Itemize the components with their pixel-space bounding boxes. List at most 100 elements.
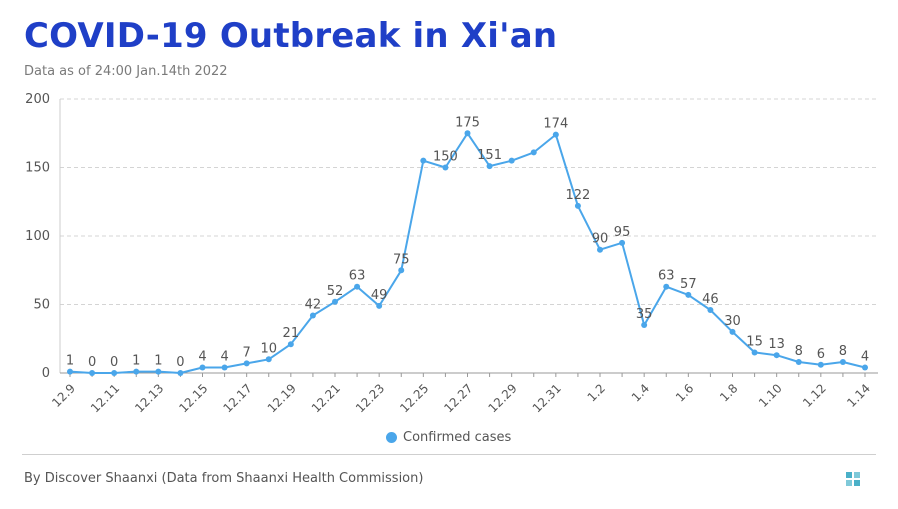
data-label: 63 xyxy=(658,269,675,284)
data-label: 57 xyxy=(680,277,697,292)
data-label: 49 xyxy=(371,288,388,303)
data-label: 15 xyxy=(746,334,763,349)
data-point xyxy=(619,239,626,246)
y-tick-label: 50 xyxy=(33,298,50,313)
data-label: 122 xyxy=(566,188,591,203)
x-tick-label: 1.14 xyxy=(844,381,873,410)
data-label: 7 xyxy=(243,345,251,360)
data-label: 8 xyxy=(839,344,847,359)
chart-title: COVID-19 Outbreak in Xi'an xyxy=(24,16,558,56)
data-point xyxy=(795,359,802,366)
data-point xyxy=(287,341,294,348)
data-label: 175 xyxy=(455,115,480,130)
data-point xyxy=(552,131,559,138)
data-label: 90 xyxy=(592,232,609,247)
y-tick-label: 150 xyxy=(25,161,50,176)
data-label: 4 xyxy=(861,350,869,365)
y-tick-label: 100 xyxy=(25,229,50,244)
x-tick-label: 1.6 xyxy=(673,381,696,404)
legend[interactable]: Confirmed cases xyxy=(386,430,511,445)
x-tick-label: 1.8 xyxy=(717,381,740,404)
x-tick-label: 12.11 xyxy=(88,381,122,415)
grid-lines xyxy=(60,98,878,305)
x-tick-label: 12.17 xyxy=(221,381,255,415)
data-point xyxy=(398,267,405,274)
data-label: 0 xyxy=(176,355,184,370)
data-point xyxy=(243,360,250,367)
data-label: 52 xyxy=(327,284,344,299)
x-tick-label: 12.29 xyxy=(486,381,520,415)
data-label: 151 xyxy=(477,148,502,163)
data-point xyxy=(354,283,361,290)
legend-label: Confirmed cases xyxy=(403,430,512,445)
data-point xyxy=(817,361,824,368)
x-tick-label: 12.9 xyxy=(49,381,78,410)
data-label: 1 xyxy=(132,354,140,369)
data-point xyxy=(442,164,449,171)
divider xyxy=(22,454,876,455)
data-point xyxy=(486,163,493,170)
data-point xyxy=(597,246,603,253)
data-point xyxy=(332,298,338,305)
data-point xyxy=(729,328,736,335)
data-point xyxy=(663,283,670,290)
y-tick-label: 200 xyxy=(25,92,50,107)
data-label: 75 xyxy=(393,252,410,267)
data-point xyxy=(641,322,648,329)
data-point xyxy=(177,370,184,376)
data-point xyxy=(155,368,162,375)
data-point xyxy=(309,312,316,319)
data-point xyxy=(199,364,206,371)
x-tick-label: 12.15 xyxy=(176,381,210,415)
data-label: 8 xyxy=(795,344,803,359)
data-label: 0 xyxy=(110,355,118,370)
data-point xyxy=(464,130,471,137)
x-tick-label: 1.2 xyxy=(585,381,608,404)
x-tick-label: 12.23 xyxy=(353,381,387,415)
data-point xyxy=(530,149,537,156)
data-label: 21 xyxy=(283,326,300,341)
data-label: 1 xyxy=(154,354,162,369)
data-point xyxy=(67,368,73,375)
data-label: 174 xyxy=(543,117,568,132)
data-labels: 1 0 0 1 1 0 4 4 7 1021425263497515017515117412290… xyxy=(66,115,869,370)
data-label: 0 xyxy=(88,355,96,370)
data-point xyxy=(862,364,868,371)
data-label: 6 xyxy=(817,347,825,362)
data-point xyxy=(265,356,272,363)
data-point xyxy=(420,157,427,164)
data-point xyxy=(508,157,515,164)
data-label: 63 xyxy=(349,269,366,284)
x-tick-label: 12.19 xyxy=(265,381,299,415)
data-label: 4 xyxy=(220,350,228,365)
data-label: 30 xyxy=(724,314,741,329)
data-label: 13 xyxy=(768,337,785,352)
x-tick-label: 1.12 xyxy=(800,381,829,410)
data-label: 46 xyxy=(702,292,719,307)
x-tick-label: 12.13 xyxy=(132,381,166,415)
data-point xyxy=(574,202,581,209)
data-label: 42 xyxy=(305,297,322,312)
data-point xyxy=(89,370,96,376)
data-label: 95 xyxy=(614,225,631,240)
data-point xyxy=(376,302,383,309)
data-point xyxy=(773,352,780,359)
data-point xyxy=(685,291,692,298)
data-point xyxy=(839,359,846,366)
data-label: 4 xyxy=(198,350,206,365)
data-label: 150 xyxy=(433,150,458,165)
brand-logo-icon xyxy=(846,472,860,486)
data-point xyxy=(111,370,118,376)
x-tick-label: 12.25 xyxy=(397,381,431,415)
x-tick-label: 1.4 xyxy=(629,381,652,404)
legend-marker xyxy=(386,432,397,443)
x-tick-label: 12.27 xyxy=(441,381,475,415)
x-tick-label: 12.31 xyxy=(530,381,564,415)
data-label: 10 xyxy=(260,341,277,356)
data-point xyxy=(133,368,140,375)
y-axis: 0 50 100 150 200 xyxy=(25,92,61,381)
data-point xyxy=(751,349,758,356)
series-confirmed-cases xyxy=(67,130,868,376)
y-tick-label: 0 xyxy=(42,366,50,381)
